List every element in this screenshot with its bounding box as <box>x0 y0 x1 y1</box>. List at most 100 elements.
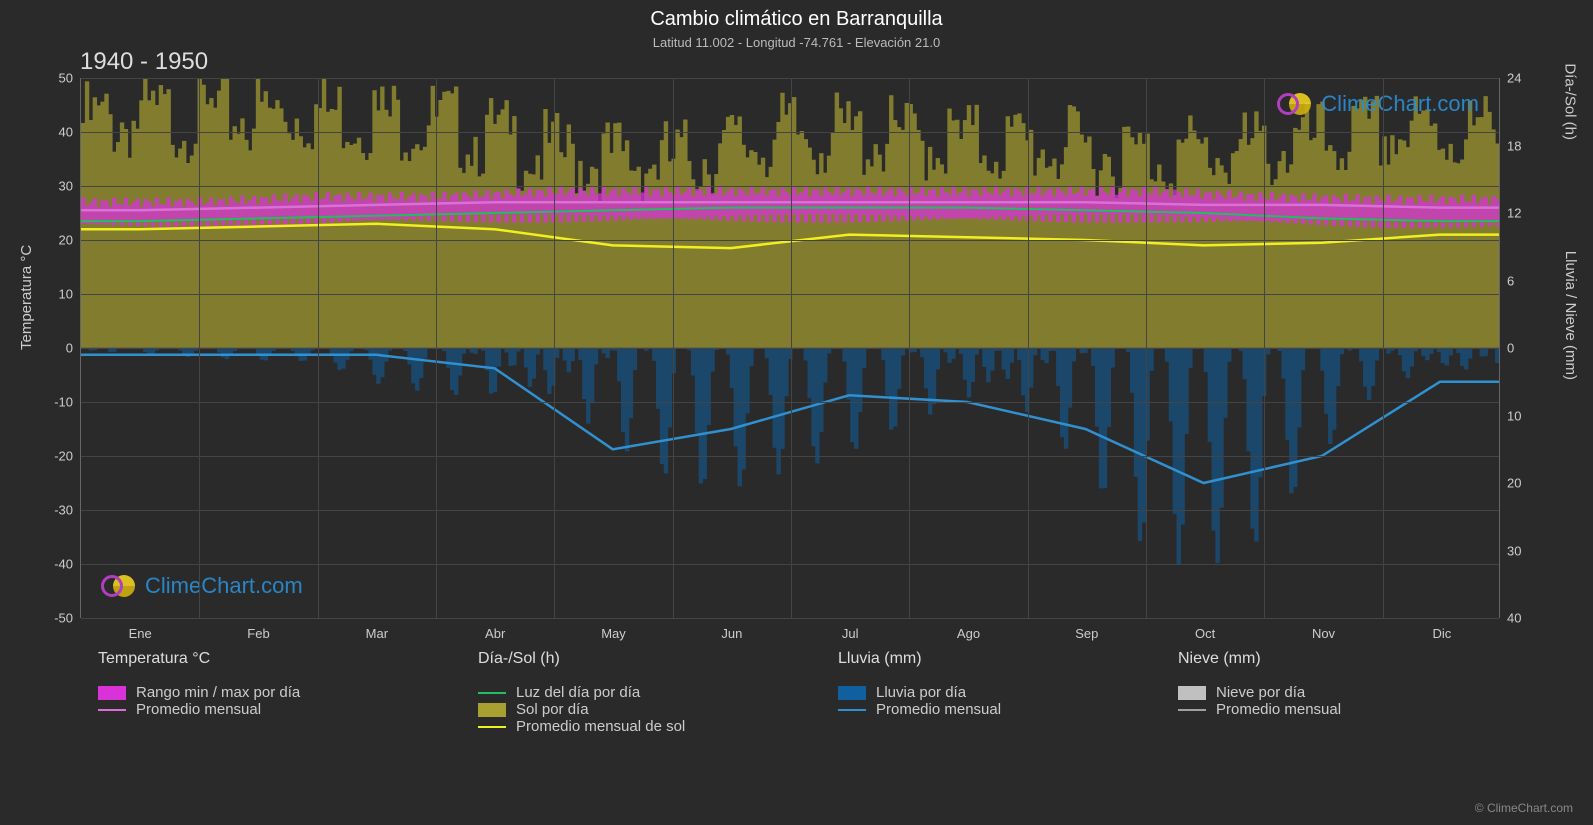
chart-subtitle: Latitud 11.002 - Longitud -74.761 - Elev… <box>0 31 1593 50</box>
gridline <box>81 240 1499 241</box>
y-tick-left: 40 <box>59 125 81 140</box>
gridline <box>81 186 1499 187</box>
legend-col-temp: Temperatura °C Rango min / max por díaPr… <box>98 650 438 735</box>
gridline <box>318 78 319 618</box>
gridline <box>909 78 910 618</box>
y-tick-left: 10 <box>59 287 81 302</box>
x-tick: Jun <box>721 618 742 641</box>
climate-chart: Cambio climático en Barranquilla Latitud… <box>0 0 1593 825</box>
gridline <box>81 348 1499 349</box>
x-tick: Abr <box>485 618 505 641</box>
legend-item: Luz del día por día <box>478 684 798 701</box>
logo-icon <box>1277 90 1315 118</box>
legend-label: Promedio mensual de sol <box>516 718 685 735</box>
legend-swatch <box>838 686 866 700</box>
y-tick-left: 0 <box>66 341 81 356</box>
x-tick: Feb <box>247 618 269 641</box>
gridline <box>81 132 1499 133</box>
y-tick-left: 30 <box>59 179 81 194</box>
legend-label: Nieve por día <box>1216 684 1305 701</box>
legend-line <box>838 709 866 711</box>
legend-header: Lluvia (mm) <box>838 650 1138 668</box>
legend-label: Rango min / max por día <box>136 684 300 701</box>
legend-item: Promedio mensual de sol <box>478 718 798 735</box>
y-tick-left: -50 <box>54 611 81 626</box>
legend-item: Nieve por día <box>1178 684 1478 701</box>
x-tick: Ago <box>957 618 980 641</box>
gridline <box>81 618 1499 619</box>
gridline <box>673 78 674 618</box>
legend-label: Sol por día <box>516 701 589 718</box>
legend-header: Temperatura °C <box>98 650 438 668</box>
legend-item: Sol por día <box>478 701 798 718</box>
legend-header: Nieve (mm) <box>1178 650 1478 668</box>
copyright: © ClimeChart.com <box>1475 801 1573 815</box>
legend-item: Promedio mensual <box>98 701 438 718</box>
y-tick-right: 18 <box>1499 138 1521 153</box>
chart-title: Cambio climático en Barranquilla <box>0 0 1593 31</box>
watermark-bottom: ClimeChart.com <box>101 572 303 600</box>
gridline <box>199 78 200 618</box>
x-tick: Ene <box>129 618 152 641</box>
legend-swatch <box>1178 686 1206 700</box>
gridline <box>81 564 1499 565</box>
y-tick-left: 20 <box>59 233 81 248</box>
y-tick-left: 50 <box>59 71 81 86</box>
x-tick: Oct <box>1195 618 1215 641</box>
legend-label: Promedio mensual <box>136 701 261 718</box>
legend: Temperatura °C Rango min / max por díaPr… <box>98 650 1498 735</box>
legend-col-rain: Lluvia (mm) Lluvia por díaPromedio mensu… <box>838 650 1138 735</box>
y-axis-left-label: Temperatura °C <box>18 245 35 350</box>
legend-line <box>98 709 126 711</box>
y-tick-left: -10 <box>54 395 81 410</box>
legend-col-snow: Nieve (mm) Nieve por díaPromedio mensual <box>1178 650 1478 735</box>
period-label: 1940 - 1950 <box>80 48 208 76</box>
x-tick: Mar <box>366 618 388 641</box>
x-tick: Dic <box>1432 618 1451 641</box>
plot-area: ClimeChart.com ClimeChart.com -50-40-30-… <box>80 78 1500 618</box>
gridline <box>1264 78 1265 618</box>
legend-label: Promedio mensual <box>876 701 1001 718</box>
legend-line <box>478 692 506 694</box>
legend-label: Lluvia por día <box>876 684 966 701</box>
gridline <box>81 456 1499 457</box>
y-tick-right: 0 <box>1499 341 1514 356</box>
gridline <box>81 510 1499 511</box>
gridline <box>791 78 792 618</box>
x-tick: Nov <box>1312 618 1335 641</box>
y-tick-right: 24 <box>1499 71 1521 86</box>
watermark-top: ClimeChart.com <box>1277 90 1479 118</box>
legend-swatch <box>478 703 506 717</box>
gridline <box>1146 78 1147 618</box>
y-tick-right: 20 <box>1499 476 1521 491</box>
y-tick-right: 6 <box>1499 273 1514 288</box>
gridline <box>554 78 555 618</box>
legend-item: Rango min / max por día <box>98 684 438 701</box>
y-tick-right: 10 <box>1499 408 1521 423</box>
x-tick: Jul <box>842 618 859 641</box>
gridline <box>1383 78 1384 618</box>
y-tick-left: -20 <box>54 449 81 464</box>
x-tick: May <box>601 618 626 641</box>
legend-item: Promedio mensual <box>838 701 1138 718</box>
watermark-text: ClimeChart.com <box>1321 91 1479 117</box>
y-tick-left: -30 <box>54 503 81 518</box>
gridline <box>436 78 437 618</box>
legend-label: Luz del día por día <box>516 684 640 701</box>
legend-line <box>478 726 506 728</box>
gridline <box>81 78 1499 79</box>
y-tick-right: 30 <box>1499 543 1521 558</box>
logo-icon <box>101 572 139 600</box>
y-axis-right-bottom-label: Lluvia / Nieve (mm) <box>1562 251 1579 380</box>
watermark-text: ClimeChart.com <box>145 573 303 599</box>
legend-item: Lluvia por día <box>838 684 1138 701</box>
legend-col-sun: Día-/Sol (h) Luz del día por díaSol por … <box>478 650 798 735</box>
gridline <box>81 294 1499 295</box>
gridline <box>1028 78 1029 618</box>
y-tick-right: 40 <box>1499 611 1521 626</box>
legend-swatch <box>98 686 126 700</box>
legend-label: Promedio mensual <box>1216 701 1341 718</box>
y-tick-right: 12 <box>1499 206 1521 221</box>
gridline <box>81 402 1499 403</box>
y-axis-right-top-label: Día-/Sol (h) <box>1562 63 1579 140</box>
